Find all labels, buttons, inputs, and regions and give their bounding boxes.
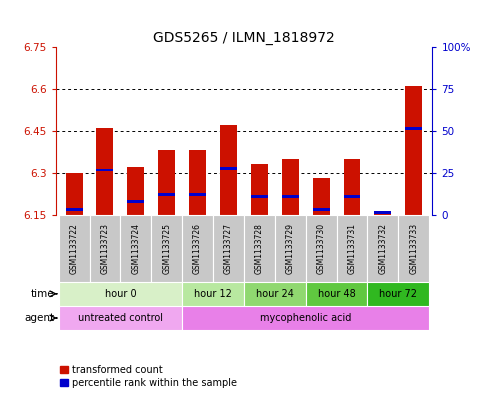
Title: GDS5265 / ILMN_1818972: GDS5265 / ILMN_1818972 [153,31,335,45]
Bar [189,193,206,196]
Text: GSM1133723: GSM1133723 [100,223,110,274]
Bar [343,195,360,198]
Text: agent: agent [24,313,54,323]
Text: GSM1133725: GSM1133725 [162,223,171,274]
FancyBboxPatch shape [244,215,275,282]
FancyBboxPatch shape [182,215,213,282]
Text: GSM1133726: GSM1133726 [193,223,202,274]
Bar [158,151,175,215]
Bar [97,128,114,215]
FancyBboxPatch shape [275,215,306,282]
Bar [343,159,360,215]
FancyBboxPatch shape [398,215,429,282]
Text: hour 24: hour 24 [256,289,294,299]
FancyBboxPatch shape [58,306,182,330]
Bar [282,195,298,198]
FancyBboxPatch shape [151,215,182,282]
FancyBboxPatch shape [244,282,306,306]
Text: untreated control: untreated control [78,313,163,323]
Text: GSM1133724: GSM1133724 [131,223,141,274]
Text: hour 0: hour 0 [105,289,136,299]
Text: GSM1133733: GSM1133733 [409,223,418,274]
Bar [220,125,237,215]
FancyBboxPatch shape [213,215,244,282]
Bar [251,164,268,215]
Bar [97,169,114,171]
Bar [313,208,329,211]
Bar [66,173,83,215]
Bar [374,213,391,215]
Text: GSM1133730: GSM1133730 [317,223,326,274]
FancyBboxPatch shape [89,215,120,282]
Bar [128,200,144,203]
Text: GSM1133731: GSM1133731 [347,223,356,274]
Text: mycophenolic acid: mycophenolic acid [260,313,351,323]
Bar [189,151,206,215]
Bar [405,86,422,215]
Text: GSM1133728: GSM1133728 [255,223,264,274]
FancyBboxPatch shape [368,215,398,282]
Bar [158,193,175,196]
Bar [374,211,391,214]
Legend: transformed count, percentile rank within the sample: transformed count, percentile rank withi… [60,365,237,388]
Text: GSM1133729: GSM1133729 [286,223,295,274]
Text: hour 48: hour 48 [318,289,355,299]
Text: time: time [30,289,54,299]
FancyBboxPatch shape [182,282,244,306]
FancyBboxPatch shape [337,215,368,282]
Bar [220,167,237,170]
FancyBboxPatch shape [182,306,429,330]
Bar [66,208,83,211]
FancyBboxPatch shape [58,282,182,306]
FancyBboxPatch shape [368,282,429,306]
Bar [251,195,268,198]
Text: GSM1133722: GSM1133722 [70,223,79,274]
Text: hour 72: hour 72 [379,289,417,299]
Bar [282,159,298,215]
FancyBboxPatch shape [58,215,89,282]
Text: GSM1133727: GSM1133727 [224,223,233,274]
Text: hour 12: hour 12 [194,289,232,299]
Bar [128,167,144,215]
FancyBboxPatch shape [306,282,368,306]
FancyBboxPatch shape [306,215,337,282]
FancyBboxPatch shape [120,215,151,282]
Bar [313,178,329,215]
Bar [405,127,422,130]
Text: GSM1133732: GSM1133732 [378,223,387,274]
